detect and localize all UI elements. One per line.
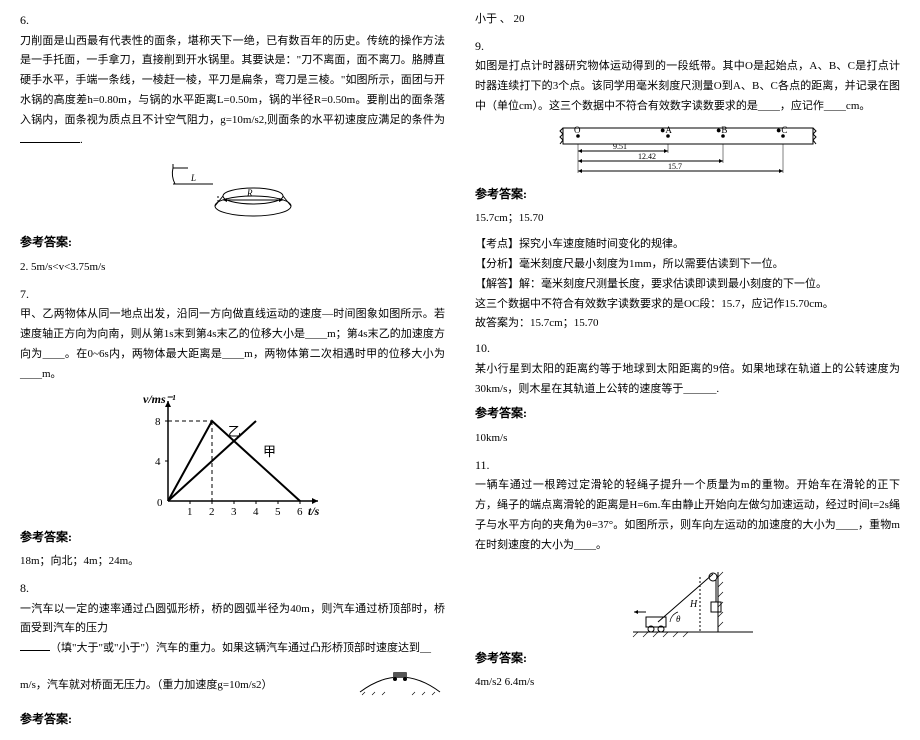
q9-figure: O ●A ●B ●C 9.51 12.42 15.7 xyxy=(475,123,900,178)
q8-blank1 xyxy=(20,639,50,651)
svg-text:1: 1 xyxy=(187,506,193,518)
svg-text:8: 8 xyxy=(155,416,161,428)
q7-figure: v/ms⁻¹ t/s 0 1 2 3 4 5 6 4 8 xyxy=(20,391,445,521)
q7-label-yi: 乙 xyxy=(228,424,241,439)
q8-ans-label: 参考答案: xyxy=(20,709,445,731)
q7-number: 7. xyxy=(20,284,445,306)
q10-ans: 10km/s xyxy=(475,429,900,449)
q11-text: 一辆车通过一根跨过定滑轮的轻绳子提升一个质量为m的重物。开始车在滑轮的正下方，绳… xyxy=(475,476,900,555)
q8-number: 8. xyxy=(20,578,445,600)
q7-ans: 18m；向北；4m；24m。 xyxy=(20,552,445,572)
svg-text:R: R xyxy=(246,188,253,198)
svg-text:15.7: 15.7 xyxy=(668,162,682,171)
q7-ans-label: 参考答案: xyxy=(20,527,445,549)
svg-text:4: 4 xyxy=(253,506,259,518)
q6-blank xyxy=(20,131,80,143)
q9-jd2: 这三个数据中不符合有效数字读数要求的是OC段：15.7，应记作15.70cm。 xyxy=(475,295,900,315)
svg-text:H: H xyxy=(689,599,698,610)
q10-number: 10. xyxy=(475,338,900,360)
q8-text2-row: （填"大于"或"小于"）汽车的重力。如果这辆汽车通过凸形桥顶部时速度达到__ xyxy=(20,639,445,659)
q8-text3: m/s，汽车就对桥面无压力。（重力加速度g=10m/s2） xyxy=(20,676,345,696)
q8-figure xyxy=(355,667,445,705)
svg-text:12.42: 12.42 xyxy=(638,152,656,161)
q10-ans-label: 参考答案: xyxy=(475,403,900,425)
q11-ans: 4m/s2 6.4m/s xyxy=(475,673,900,693)
q9-kp: 【考点】探究小车速度随时间变化的规律。 xyxy=(475,235,900,255)
q6-ans-label: 参考答案: xyxy=(20,232,445,254)
q7-xlabel: t/s xyxy=(308,504,320,518)
svg-text:2: 2 xyxy=(209,506,215,518)
svg-text:L: L xyxy=(190,173,196,183)
q6-number: 6. xyxy=(20,10,445,32)
svg-text:O: O xyxy=(574,125,581,135)
svg-text:6: 6 xyxy=(297,506,303,518)
q6-figure: L R xyxy=(20,156,445,226)
q8-text2: （填"大于"或"小于"）汽车的重力。如果这辆汽车通过凸形桥顶部时速度达到__ xyxy=(50,642,431,654)
q8-text1: 一汽车以一定的速率通过凸圆弧形桥，桥的圆弧半径为40m，则汽车通过桥顶部时，桥面… xyxy=(20,600,445,640)
q9-ans-label: 参考答案: xyxy=(475,184,900,206)
q9-jd: 【解答】解：毫米刻度尺测量长度，要求估读即读到最小刻度的下一位。 xyxy=(475,275,900,295)
svg-text:0: 0 xyxy=(157,497,163,509)
q9-ans1: 15.7cm；15.70 xyxy=(475,209,900,229)
q10-text: 某小行星到太阳的距离约等于地球到太阳距离的9倍。如果地球在轨道上的公转速度为30… xyxy=(475,360,900,400)
svg-text:4: 4 xyxy=(155,456,161,468)
q7-ylabel: v/ms⁻¹ xyxy=(143,392,176,406)
q9-fx: 【分析】毫米刻度尺最小刻度为1mm，所以需要估读到下一位。 xyxy=(475,255,900,275)
q9-jd3: 故答案为：15.7cm；15.70 xyxy=(475,314,900,334)
q11-number: 11. xyxy=(475,455,900,477)
svg-text:●A: ●A xyxy=(660,125,672,135)
svg-text:9.51: 9.51 xyxy=(613,142,627,151)
svg-text:θ: θ xyxy=(676,614,681,624)
q9-number: 9. xyxy=(475,36,900,58)
q11-figure: H θ xyxy=(485,562,900,642)
q8-ans: 小于 、 20 xyxy=(475,10,900,30)
q7-label-jia: 甲 xyxy=(263,444,276,459)
svg-text:3: 3 xyxy=(231,506,237,518)
svg-text:●B: ●B xyxy=(716,125,727,135)
q6-text: 刀削面是山西最有代表性的面条，堪称天下一绝，已有数百年的历史。传统的操作方法是一… xyxy=(20,32,445,151)
q9-text: 如图是打点计时器研究物体运动得到的一段纸带。其中O是起始点，A、B、C是打点计时… xyxy=(475,57,900,116)
q7-text: 甲、乙两物体从同一地点出发，沿同一方向做直线运动的速度—时间图象如图所示。若速度… xyxy=(20,305,445,384)
svg-text:●C: ●C xyxy=(776,125,787,135)
q6-body: 刀削面是山西最有代表性的面条，堪称天下一绝，已有数百年的历史。传统的操作方法是一… xyxy=(20,35,445,126)
svg-text:5: 5 xyxy=(275,506,281,518)
q6-ans: 2. 5m/s<v<3.75m/s xyxy=(20,258,445,278)
